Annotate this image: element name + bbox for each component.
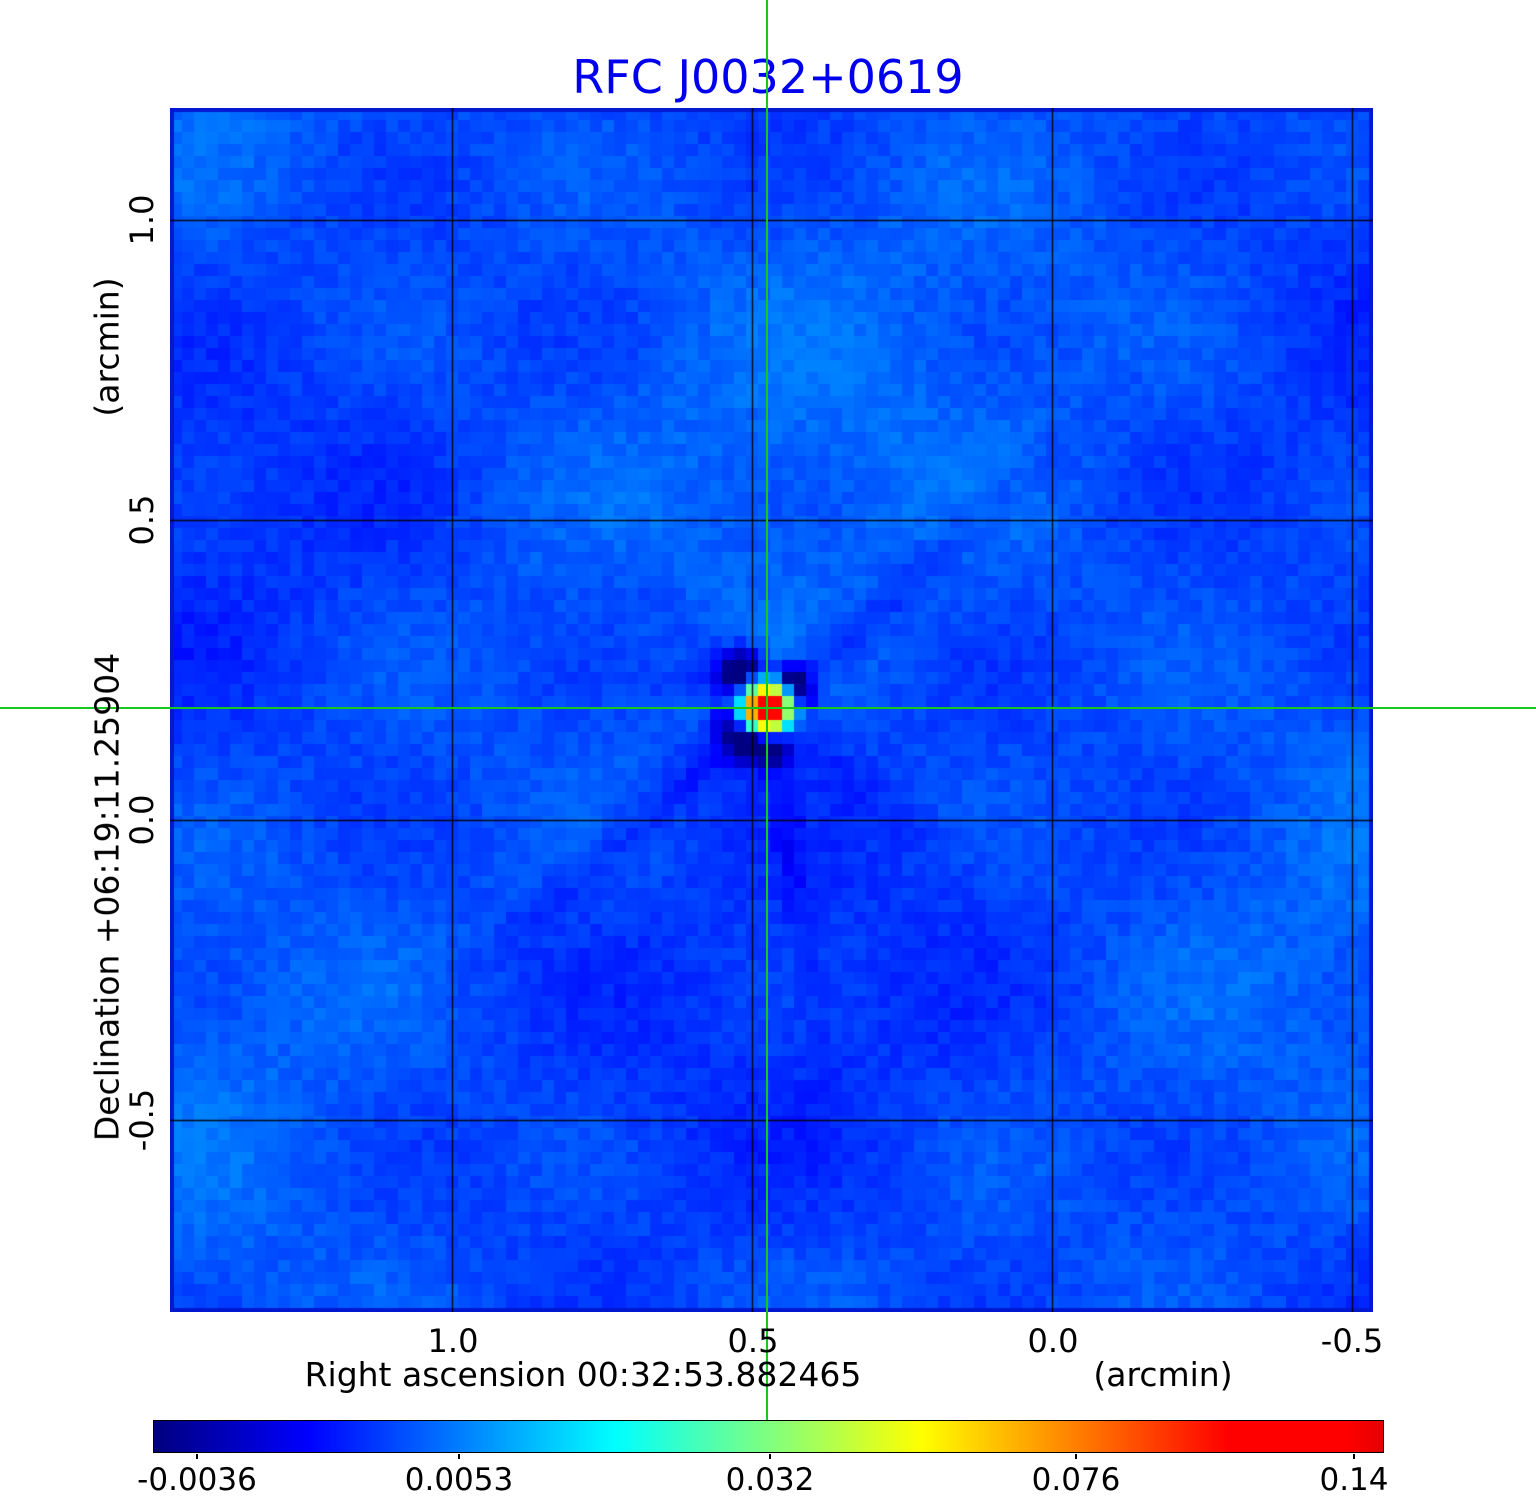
y-tick-neg0.5: -0.5 (123, 1088, 161, 1152)
x-tick-0.0: 0.0 (1027, 1322, 1079, 1360)
crosshair-vertical-line (766, 0, 768, 1420)
y-tick-0.0: 0.0 (123, 794, 161, 846)
y-axis-label: Declination +06:19:11.25904 (87, 652, 127, 1142)
sky-map-canvas (170, 108, 1373, 1312)
x-axis-label: Right ascension 00:32:53.882465 (304, 1355, 862, 1394)
x-tick-0.5: 0.5 (727, 1322, 779, 1360)
colorbar-tick (196, 1454, 198, 1459)
colorbar-label-3: 0.076 (1031, 1462, 1121, 1498)
colorbar-label-1: 0.0053 (404, 1462, 514, 1498)
colorbar-tick (1075, 1454, 1077, 1459)
y-axis-unit-label: (arcmin) (87, 277, 127, 417)
colorbar-tick (458, 1454, 460, 1459)
x-tick-neg0.5: -0.5 (1320, 1322, 1384, 1360)
colorbar-label-0: -0.0036 (137, 1462, 257, 1498)
colorbar-label-2: 0.032 (725, 1462, 815, 1498)
colorbar-label-4: 0.14 (1319, 1462, 1389, 1498)
x-axis-unit-label: (arcmin) (1093, 1355, 1233, 1394)
x-tick-1.0: 1.0 (427, 1322, 479, 1360)
y-tick-0.5: 0.5 (123, 494, 161, 546)
colorbar-tick (1353, 1454, 1355, 1459)
y-tick-1.0: 1.0 (123, 194, 161, 246)
figure-title: RFC J0032+0619 (572, 50, 964, 104)
colorbar (153, 1420, 1384, 1453)
colorbar-tick (769, 1454, 771, 1459)
crosshair-horizontal-line (0, 707, 1536, 709)
